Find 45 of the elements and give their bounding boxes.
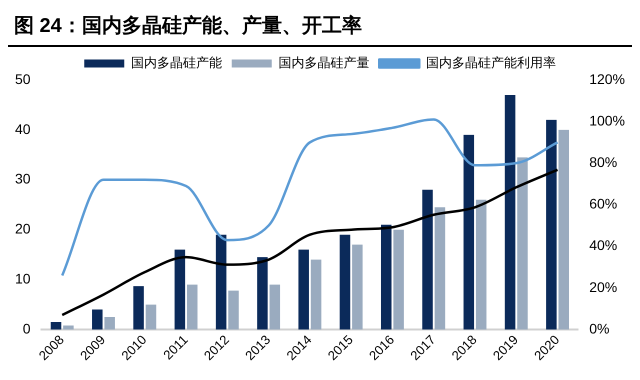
y-tick-label: 10: [14, 270, 31, 286]
chart-title: 图 24：国内多晶硅产能、产量、开工率: [8, 8, 632, 47]
y-tick-label: 40: [14, 120, 31, 137]
y2-tick-label: 0%: [589, 320, 610, 336]
legend-label: 国内多晶硅产量: [278, 55, 370, 70]
y2-tick-label: 80%: [589, 154, 618, 170]
bar: [422, 190, 433, 330]
y2-tick-label: 120%: [589, 70, 626, 87]
bar: [558, 130, 570, 330]
bar: [434, 207, 446, 330]
bar: [380, 224, 392, 330]
bar: [546, 120, 557, 330]
bar: [146, 304, 156, 330]
bar: [133, 286, 144, 330]
y-tick-label: 0: [22, 320, 31, 336]
bar: [92, 310, 103, 330]
y2-tick-label: 100%: [589, 112, 626, 128]
legend-label: 国内多晶硅产能: [130, 55, 222, 70]
bar: [228, 290, 239, 330]
y2-tick-label: 20%: [589, 278, 618, 295]
bar: [257, 257, 268, 330]
bar: [393, 230, 404, 330]
bar: [298, 250, 309, 330]
bar: [517, 157, 528, 330]
bar: [352, 244, 363, 330]
bar: [310, 260, 322, 330]
bar: [504, 94, 516, 330]
bar: [464, 134, 474, 330]
bar: [270, 284, 280, 330]
bar: [216, 234, 226, 330]
bar: [63, 326, 74, 330]
y2-tick-label: 60%: [589, 196, 618, 212]
line-series: [60, 118, 559, 277]
bar: [476, 200, 486, 330]
y-tick-label: 50: [14, 70, 31, 87]
bar: [340, 234, 350, 330]
y-tick-label: 30: [14, 170, 31, 187]
bar: [50, 322, 62, 330]
y-tick-label: 20: [14, 220, 31, 237]
line-series: [60, 168, 559, 316]
y2-tick-label: 40%: [589, 237, 618, 254]
bar: [174, 250, 186, 330]
legend-label: 国内多晶硅产能利用率: [426, 55, 556, 70]
bar: [104, 317, 115, 330]
bar: [186, 284, 198, 330]
